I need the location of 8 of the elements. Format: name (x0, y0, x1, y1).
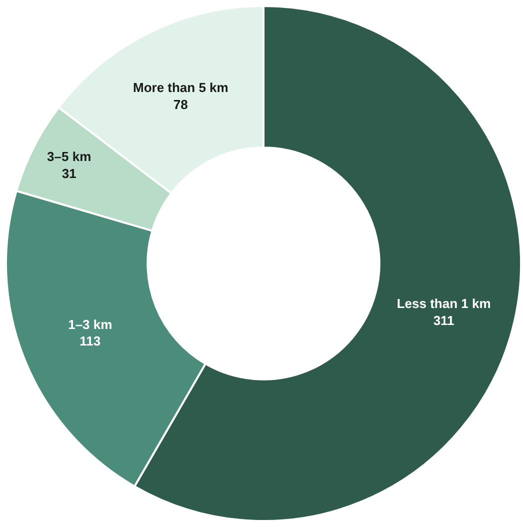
data-label: 31 (62, 166, 76, 182)
data-label: 78 (173, 97, 188, 112)
slice-label: More than 5 km (132, 80, 228, 96)
slice-label: Less than 1 km (396, 296, 491, 311)
data-label: 113 (80, 334, 101, 349)
slice-label: 3–5 km (47, 149, 92, 164)
data-label: 311 (433, 312, 454, 328)
slice-label: 1–3 km (68, 316, 112, 332)
